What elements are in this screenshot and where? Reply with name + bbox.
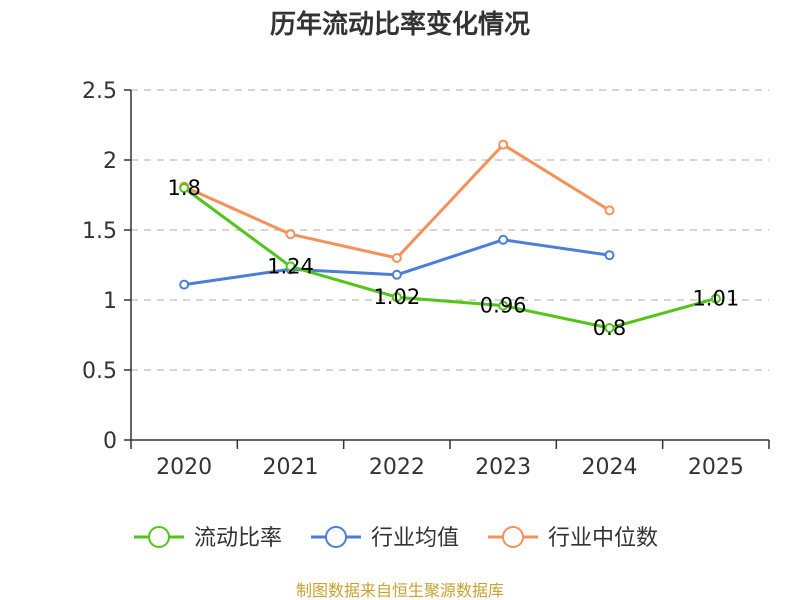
legend-label: 行业中位数 bbox=[548, 526, 658, 551]
series-lines bbox=[179, 139, 721, 333]
data-point[interactable] bbox=[179, 183, 190, 193]
grid-lines bbox=[131, 89, 769, 371]
data-point[interactable] bbox=[604, 205, 615, 216]
data-point[interactable] bbox=[285, 261, 296, 272]
series-line-2 bbox=[183, 143, 611, 260]
chart-title: 历年流动比率变化情况 bbox=[270, 9, 530, 40]
y-tick-label: 0.5 bbox=[82, 359, 117, 384]
data-point[interactable] bbox=[285, 229, 296, 240]
data-point[interactable] bbox=[391, 269, 402, 280]
data-point[interactable] bbox=[391, 292, 402, 303]
x-tick-label: 2020 bbox=[156, 455, 212, 480]
data-label: 0.8 bbox=[593, 316, 626, 340]
x-tick-label: 2022 bbox=[369, 455, 425, 480]
y-tick-label: 1.5 bbox=[82, 219, 117, 244]
axes: 0 0.5 1 1.5 2 2.5 2020 2021 2022 2023 2024 2025 bbox=[82, 79, 770, 480]
data-label: 1.24 bbox=[267, 254, 314, 278]
x-tick-label: 2021 bbox=[263, 455, 319, 480]
data-point[interactable] bbox=[498, 300, 509, 311]
legend-marker bbox=[502, 526, 524, 548]
y-tick-label: 2.5 bbox=[82, 79, 117, 104]
data-label: 1.8 bbox=[167, 176, 200, 200]
legend-marker bbox=[148, 526, 170, 548]
legend-item-2[interactable]: 行业中位数 bbox=[488, 526, 658, 551]
data-point[interactable] bbox=[498, 139, 509, 150]
legend-label: 流动比率 bbox=[194, 526, 282, 551]
legend-item-1[interactable]: 行业均值 bbox=[311, 526, 459, 551]
y-tick-label: 2 bbox=[103, 149, 117, 174]
data-labels: 1.8 1.24 1.02 0.96 0.8 1.01 bbox=[167, 176, 739, 340]
x-tick-label: 2024 bbox=[582, 455, 638, 480]
source-note: 制图数据来自恒生聚源数据库 bbox=[296, 581, 504, 600]
x-tick-label: 2023 bbox=[475, 455, 531, 480]
data-point[interactable] bbox=[391, 253, 402, 263]
x-tick-label: 2025 bbox=[688, 455, 744, 480]
legend-label: 行业均值 bbox=[371, 526, 459, 551]
data-point[interactable] bbox=[604, 250, 615, 261]
legend[interactable]: 流动比率 行业均值 行业中位数 bbox=[134, 526, 658, 551]
data-point[interactable] bbox=[710, 293, 721, 304]
data-label: 1.01 bbox=[692, 287, 739, 311]
data-label: 1.02 bbox=[373, 285, 420, 309]
legend-marker bbox=[325, 526, 347, 548]
data-point[interactable] bbox=[179, 279, 190, 290]
legend-item-0[interactable]: 流动比率 bbox=[134, 526, 282, 551]
data-point[interactable] bbox=[604, 323, 615, 333]
y-tick-label: 0 bbox=[103, 429, 117, 454]
y-tick-label: 1 bbox=[103, 289, 117, 314]
series-line-0 bbox=[183, 186, 717, 330]
data-point[interactable] bbox=[498, 234, 509, 245]
data-label: 0.96 bbox=[480, 294, 527, 318]
